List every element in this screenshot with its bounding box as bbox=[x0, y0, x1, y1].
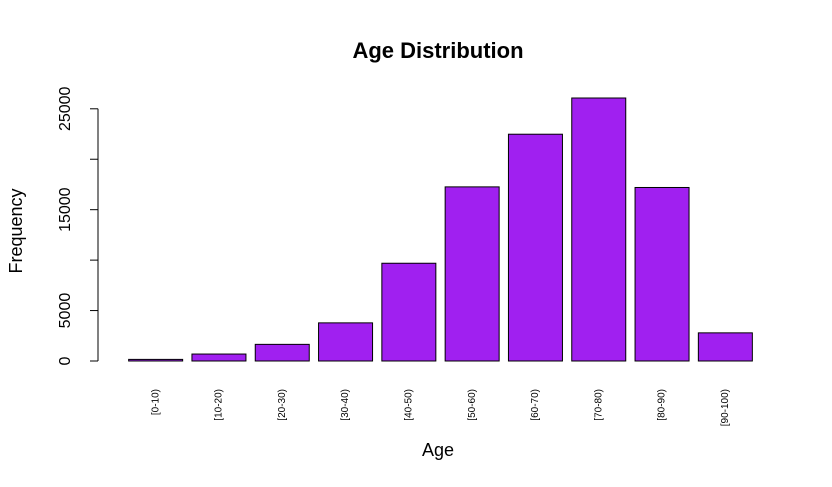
bar-[60-70) bbox=[507, 133, 563, 362]
bar-[30-40) bbox=[318, 322, 374, 362]
x-tick-label: [0-10) bbox=[150, 389, 161, 415]
x-tick-label: [20-30) bbox=[277, 389, 288, 421]
x-tick-label: [70-80) bbox=[593, 389, 604, 421]
y-axis-label: Frequency bbox=[6, 188, 26, 273]
x-tick-label: [40-50) bbox=[403, 389, 414, 421]
bar-[50-60) bbox=[444, 186, 500, 362]
y-tick-label: 25000 bbox=[57, 86, 74, 131]
bar-[90-100) bbox=[697, 332, 753, 362]
y-tick-label: 0 bbox=[57, 356, 74, 365]
x-tick-label: [60-70) bbox=[530, 389, 541, 421]
chart-title: Age Distribution bbox=[352, 38, 523, 63]
bar-[10-20) bbox=[191, 353, 247, 362]
x-tick-label: [80-90) bbox=[657, 389, 668, 421]
y-ticks: 0 5000 15000 25000 bbox=[57, 86, 98, 365]
x-tick-label: [30-40) bbox=[340, 389, 351, 421]
y-tick-label: 5000 bbox=[57, 293, 74, 329]
x-tick-label: [50-60) bbox=[467, 389, 478, 421]
x-tick-label: [10-20) bbox=[214, 389, 225, 421]
x-tick-label: [90-100) bbox=[720, 389, 731, 426]
bar-[0-10) bbox=[128, 358, 184, 362]
bar-[20-30) bbox=[254, 343, 310, 362]
bar-[70-80) bbox=[571, 97, 627, 362]
bar-[40-50) bbox=[381, 262, 437, 362]
bar-[80-90) bbox=[634, 186, 690, 362]
x-axis-label: Age bbox=[422, 440, 454, 460]
bars bbox=[128, 97, 753, 362]
y-tick-label: 15000 bbox=[57, 187, 74, 232]
x-tick-labels: [0-10) [10-20) [20-30) [30-40) [40-50) [50-60… bbox=[150, 389, 731, 426]
